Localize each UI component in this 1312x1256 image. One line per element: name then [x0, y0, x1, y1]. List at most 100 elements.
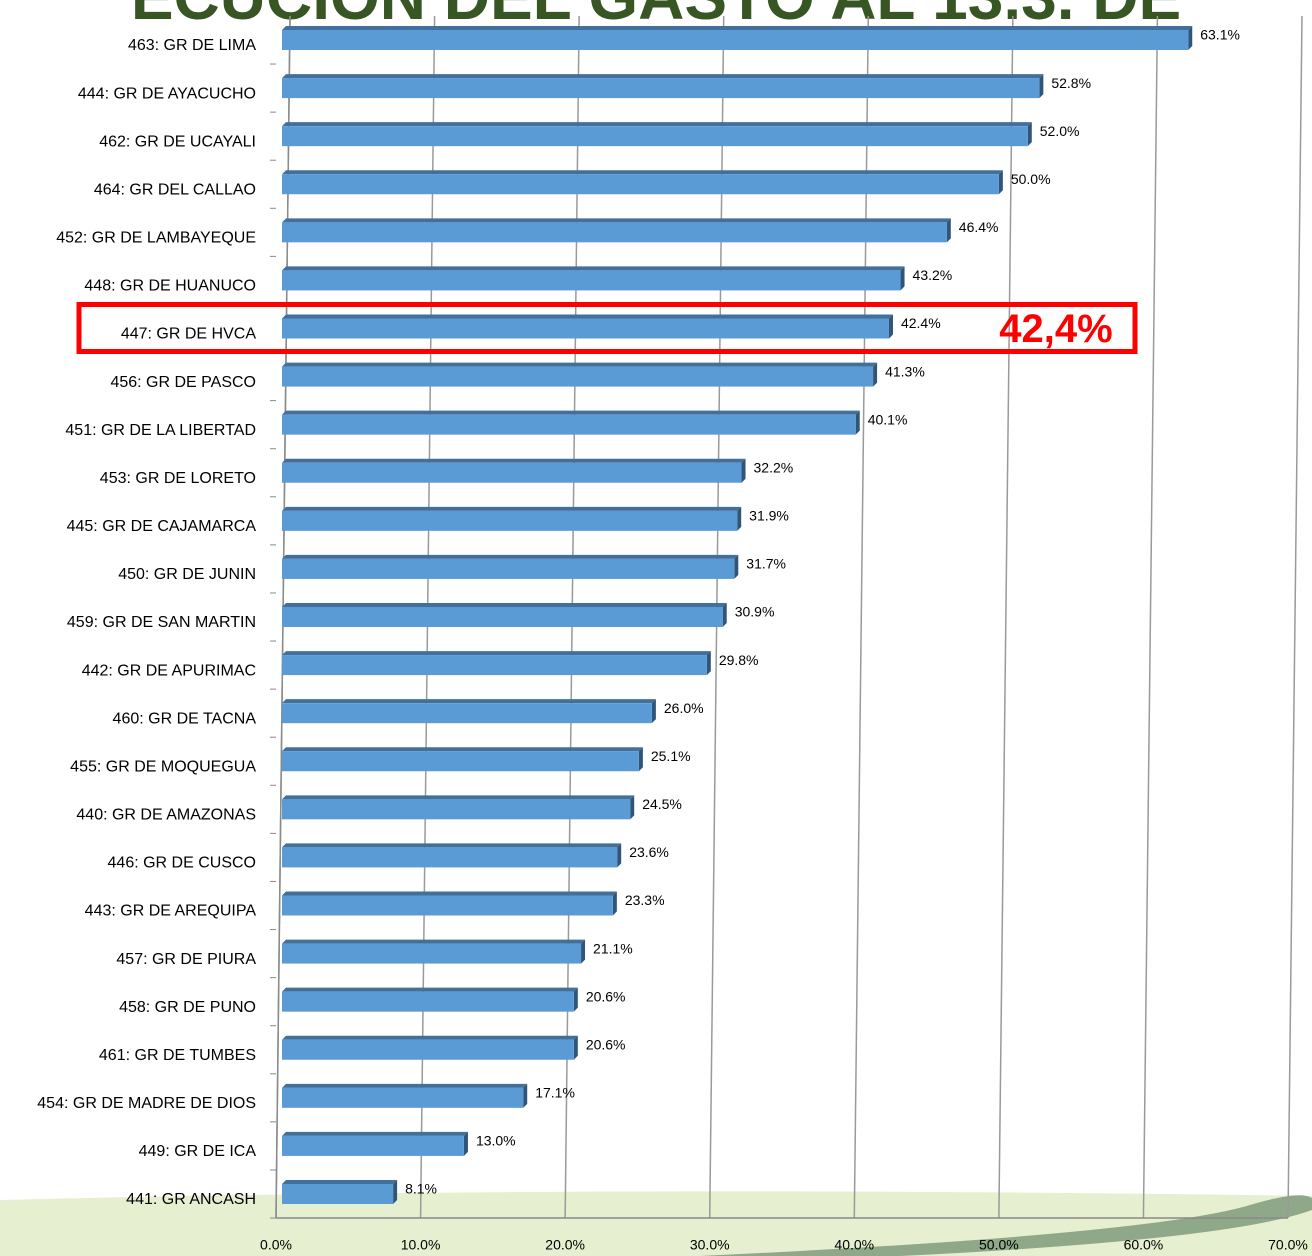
bar [282, 1184, 393, 1204]
value-label: 20.6% [586, 1036, 626, 1052]
y-tick-label: 449: GR DE ICA [139, 1143, 257, 1160]
bar-side [723, 603, 727, 627]
bar-top [282, 651, 711, 655]
bar-side [1039, 74, 1043, 98]
y-tick-label: 462: GR DE UCAYALI [99, 133, 256, 150]
value-label: 63.1% [1200, 27, 1240, 43]
bar [282, 1040, 574, 1060]
value-label: 17.1% [535, 1085, 575, 1101]
value-label: 32.2% [754, 459, 794, 475]
x-tick-label: 60.0% [1124, 1237, 1164, 1253]
bar-side [464, 1132, 468, 1156]
y-tick-label: 459: GR DE SAN MARTIN [67, 614, 256, 631]
bar-top [282, 315, 893, 319]
y-tick-label: 450: GR DE JUNIN [118, 566, 256, 583]
y-tick-label: 442: GR DE APURIMAC [82, 662, 256, 679]
value-label: 46.4% [959, 219, 999, 235]
x-tick-label: 0.0% [260, 1237, 292, 1253]
bar [282, 703, 652, 723]
x-tick-label: 10.0% [401, 1237, 441, 1253]
value-label: 31.7% [746, 556, 786, 572]
bar-side [1028, 122, 1032, 146]
y-tick-label: 455: GR DE MOQUEGUA [70, 758, 256, 775]
bar [282, 607, 723, 627]
bar [282, 944, 581, 964]
value-label: 25.1% [651, 748, 691, 764]
value-label: 20.6% [586, 988, 626, 1004]
value-label: 41.3% [885, 363, 925, 379]
bar-side [613, 892, 617, 916]
y-tick-label: 463: GR DE LIMA [128, 37, 256, 54]
y-tick-label: 457: GR DE PIURA [116, 951, 256, 968]
bar [282, 30, 1188, 50]
y-tick-label: 451: GR DE LA LIBERTAD [65, 422, 256, 439]
value-label: 30.9% [735, 604, 775, 620]
bar-top [282, 603, 727, 607]
value-label: 40.1% [868, 411, 908, 427]
bar [282, 847, 617, 867]
value-label: 23.6% [629, 844, 669, 860]
bar-top [282, 266, 905, 270]
bar-top [282, 843, 621, 847]
y-tick-label: 441: GR ANCASH [126, 1191, 256, 1208]
bar-side [523, 1084, 527, 1108]
bar-top [282, 795, 634, 799]
value-label: 8.1% [405, 1181, 437, 1197]
bar-side [999, 170, 1003, 194]
x-tick-label: 50.0% [979, 1237, 1019, 1253]
bar [282, 270, 901, 290]
bar-side [393, 1180, 397, 1204]
bar [282, 751, 639, 771]
bar-top [282, 940, 585, 944]
bar [282, 511, 737, 531]
bar-top [282, 747, 643, 751]
bar-side [652, 699, 656, 723]
bar [282, 1136, 464, 1156]
value-label: 26.0% [664, 700, 704, 716]
x-tick-label: 70.0% [1268, 1237, 1308, 1253]
chart: ECUCION DEL GASTO AL 13.3. DE 0.0%10.0%2… [0, 0, 1312, 1256]
bar-top [282, 26, 1192, 30]
bar-side [856, 411, 860, 435]
bar-top [282, 699, 656, 703]
y-tick-label: 464: GR DEL CALLAO [94, 181, 256, 198]
x-tick-label: 30.0% [690, 1237, 730, 1253]
bar-top [282, 411, 860, 415]
y-tick-label: 460: GR DE TACNA [113, 710, 257, 727]
bar [282, 559, 734, 579]
y-tick-label: 452: GR DE LAMBAYEQUE [56, 230, 256, 247]
value-label: 23.3% [625, 892, 665, 908]
value-label: 24.5% [642, 796, 682, 812]
value-label: 31.9% [749, 508, 789, 524]
bar [282, 319, 889, 339]
bar-top [282, 122, 1032, 126]
bar [282, 463, 742, 483]
bar [282, 78, 1039, 98]
bar [282, 222, 947, 242]
y-tick-label: 456: GR DE PASCO [110, 374, 256, 391]
y-tick-label: 443: GR DE AREQUIPA [85, 903, 257, 920]
y-tick-label: 447: GR DE HVCA [121, 326, 256, 343]
bar-side [1188, 26, 1192, 50]
bar-side [901, 266, 905, 290]
y-tick-label: 445: GR DE CAJAMARCA [67, 518, 257, 535]
y-tick-label: 458: GR DE PUNO [119, 999, 256, 1016]
bar-side [707, 651, 711, 675]
bar-top [282, 363, 877, 367]
bar-side [873, 363, 877, 387]
bar-side [737, 507, 741, 531]
bar-top [282, 170, 1003, 174]
bar-top [282, 1180, 397, 1184]
bar-top [282, 555, 738, 559]
y-tick-label: 453: GR DE LORETO [100, 470, 256, 487]
x-tick-label: 20.0% [545, 1237, 585, 1253]
bar-top [282, 459, 746, 463]
bar [282, 799, 630, 819]
value-label: 42.4% [901, 315, 941, 331]
y-tick-label: 440: GR DE AMAZONAS [76, 807, 256, 824]
bar-side [734, 555, 738, 579]
value-label: 29.8% [719, 652, 759, 668]
value-label: 43.2% [913, 267, 953, 283]
y-tick-label: 454: GR DE MADRE DE DIOS [37, 1095, 256, 1112]
bar [282, 174, 999, 194]
